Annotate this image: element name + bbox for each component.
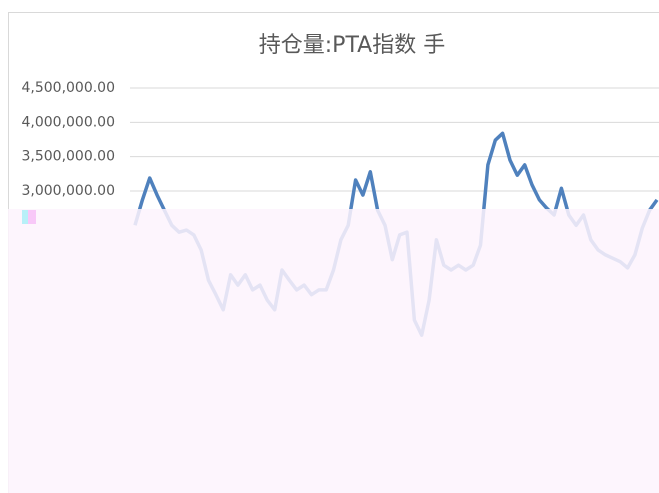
y-tick-label: 3,000,000.00 (21, 183, 115, 199)
y-tick-label: 3,500,000.00 (21, 149, 115, 165)
y-tick-label: 4,500,000.00 (21, 80, 115, 96)
y-tick-label: 4,000,000.00 (21, 114, 115, 130)
overlay-icon (22, 210, 28, 224)
chart-title: 持仓量:PTA指数 手 (259, 33, 445, 58)
overlay-icon (28, 210, 36, 224)
overlay (8, 209, 659, 493)
